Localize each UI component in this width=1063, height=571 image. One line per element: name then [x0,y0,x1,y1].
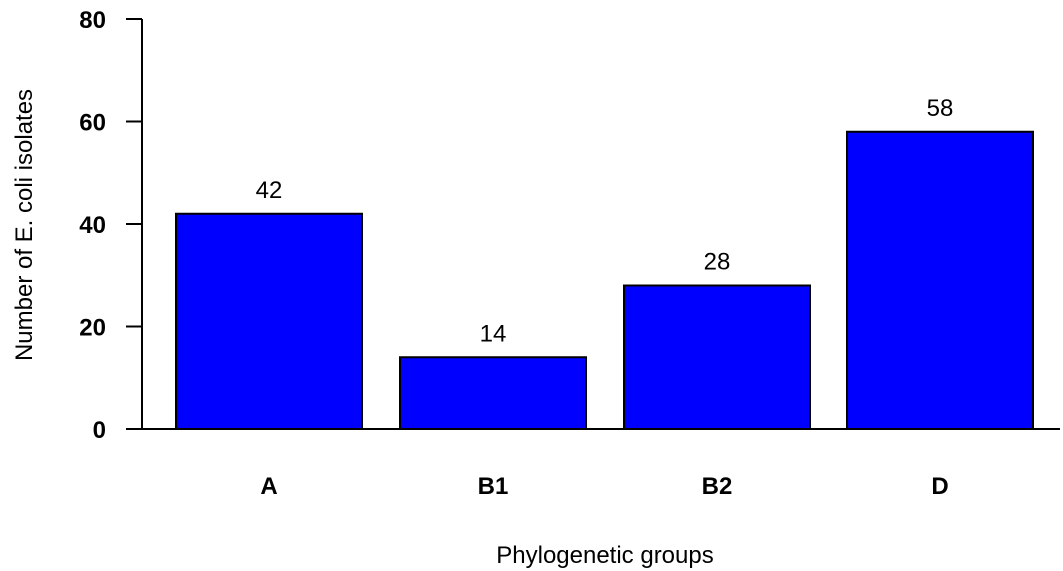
bars-group [175,130,1034,430]
data-label-b2: 28 [704,249,731,276]
y-ticks-group: 0 20 40 60 80 [79,7,142,444]
data-label-b1: 14 [480,320,507,347]
y-tick-label: 0 [93,417,106,444]
y-tick-label: 80 [79,7,106,34]
y-axis-title: Number of E. coli isolates [11,89,38,361]
x-ticks-group: A B1 B2 D [260,473,948,500]
y-tick-label: 40 [79,212,106,239]
data-labels-group: 42 14 28 58 [256,95,954,348]
y-tick-label: 60 [79,110,106,137]
bar-a [175,212,363,430]
x-tick-label-b2: B2 [702,473,733,500]
data-label-d: 58 [927,95,954,122]
bar-b2 [623,284,811,430]
x-axis-title: Phylogenetic groups [496,542,713,569]
bar-b1 [399,356,587,430]
x-tick-label-d: D [931,473,948,500]
x-tick-label-b1: B1 [478,473,509,500]
bar-d [846,130,1034,430]
data-label-a: 42 [256,177,283,204]
y-tick-label: 20 [79,315,106,342]
x-tick-label-a: A [260,473,277,500]
